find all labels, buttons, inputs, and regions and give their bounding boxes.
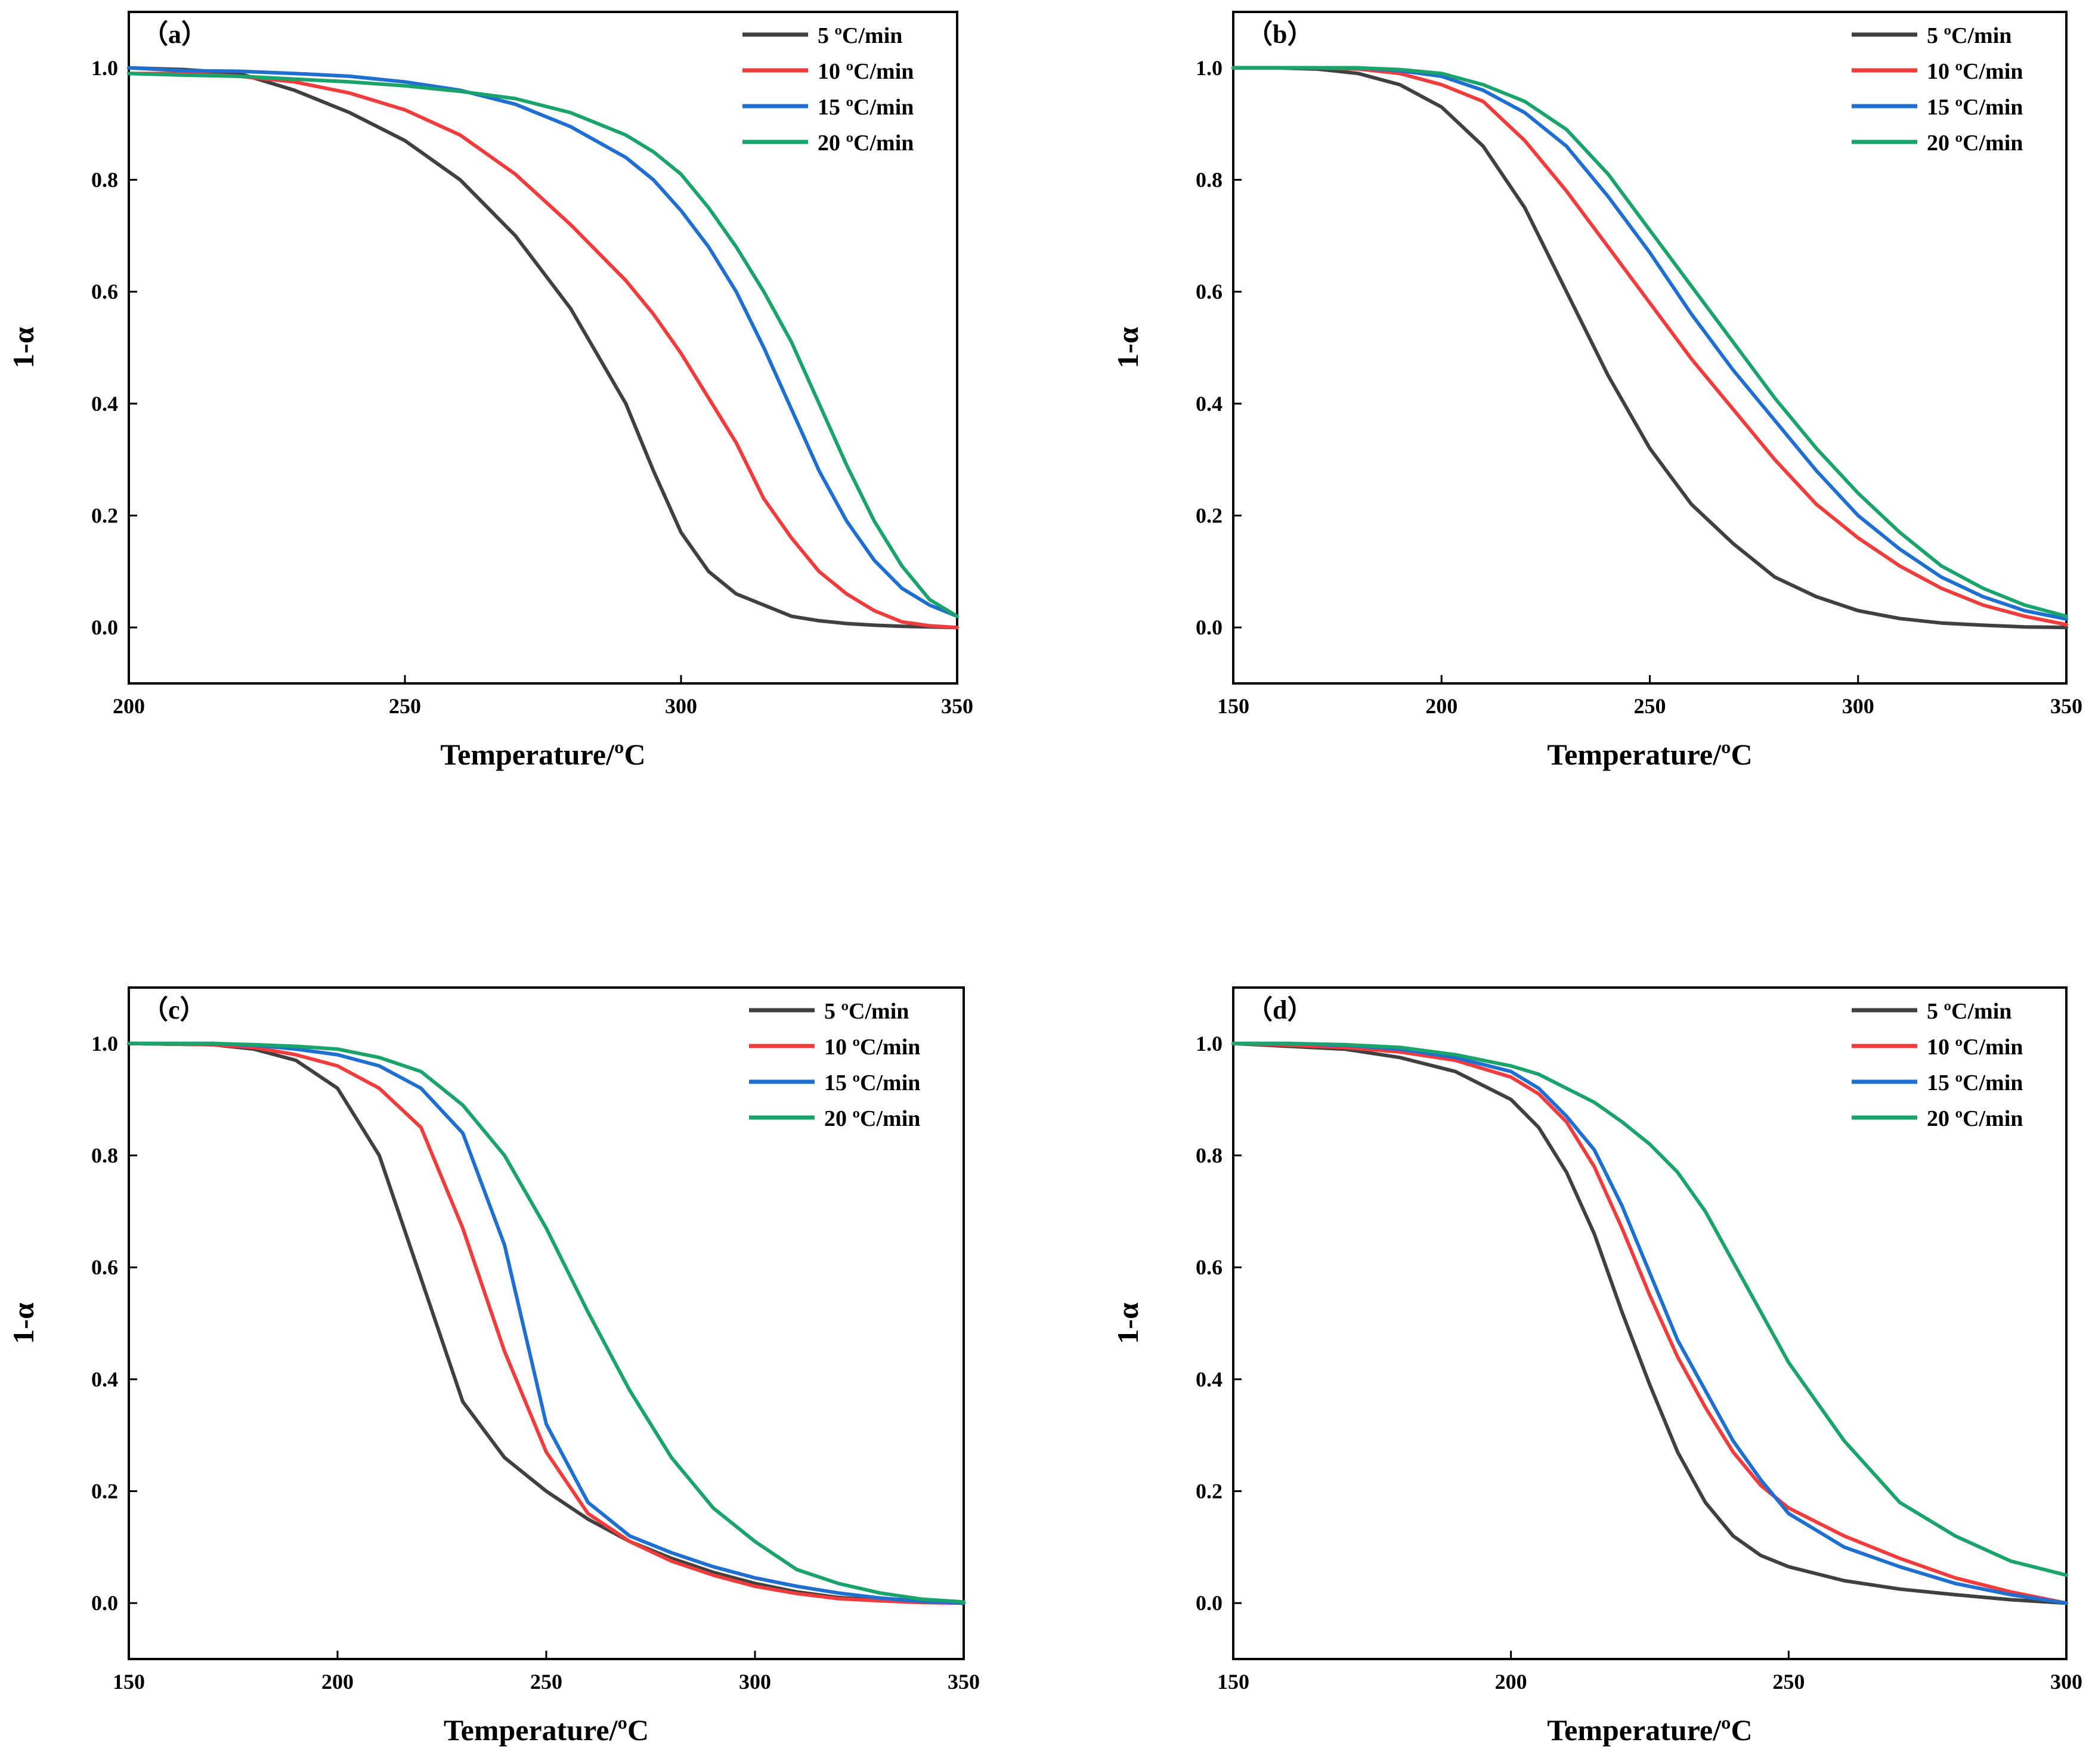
y-tick-label: 1.0 [91, 56, 118, 80]
x-tick-label: 200 [113, 694, 145, 718]
y-tick-label: 0.2 [91, 1480, 118, 1503]
x-axis-label: Temperature/ºC [444, 1713, 649, 1747]
x-tick-label: 250 [1772, 1670, 1805, 1694]
x-tick-label: 250 [389, 694, 421, 718]
chart-panel-d: 150 200 250 300 0.0 0.2 0.4 0.6 0.8 1.0 Temperatur… [1111, 986, 2082, 1747]
legend-entry: 20 ºC/min [818, 131, 914, 156]
x-tick-label: 150 [113, 1670, 145, 1694]
plot-frame [128, 11, 958, 685]
y-tick-label: 0.2 [1196, 1480, 1223, 1503]
x-axis-label: Temperature/ºC [1547, 738, 1752, 771]
panel-label: （a） [142, 20, 208, 49]
y-tick-label: 0.4 [1196, 1367, 1223, 1391]
series-line-2 [127, 1041, 965, 1605]
y-tick-label: 0.0 [91, 615, 118, 639]
series-line-3 [1231, 66, 2068, 618]
y-tick-label: 0.4 [1196, 392, 1223, 416]
y-tick-label: 1.0 [91, 1032, 118, 1056]
y-tick-label: 1.0 [1196, 56, 1223, 80]
x-tick-label: 150 [1217, 1670, 1249, 1694]
panel-label: （c） [142, 995, 206, 1025]
y-tick-label: 0.4 [91, 1367, 118, 1391]
y-tick-label: 0.0 [1196, 615, 1223, 639]
legend-entry: 15 ºC/min [824, 1070, 920, 1095]
x-tick-label: 250 [1634, 694, 1666, 718]
legend-entry: 10 ºC/min [818, 59, 914, 84]
x-axis-label: Temperature/ºC [1547, 1713, 1752, 1747]
y-tick-label: 0.8 [91, 1144, 118, 1168]
y-tick-label: 0.6 [1196, 280, 1223, 304]
series-line-0 [1231, 66, 2068, 630]
x-tick-label: 200 [1425, 694, 1457, 718]
y-tick-label: 0.6 [1196, 1255, 1223, 1279]
legend-entry: 15 ºC/min [818, 95, 914, 120]
x-tick-label: 250 [530, 1670, 562, 1694]
chart-panel-b: 150 200 250 300 350 0.0 0.2 0.4 0.6 0.8 1.0 Tempera… [1111, 11, 2082, 771]
legend-entry: 10 ºC/min [1927, 59, 2023, 84]
x-axis-label: Temperature/ºC [440, 738, 645, 771]
series-line-0 [1231, 1041, 2068, 1605]
panel-label: （b） [1246, 20, 1313, 49]
y-tick-label: 0.0 [91, 1591, 118, 1615]
series-line-2 [127, 66, 959, 618]
y-tick-label: 0.8 [91, 168, 118, 192]
legend-entry: 5 ºC/min [818, 23, 902, 48]
plot-frame [1232, 986, 2068, 1660]
legend-entry: 15 ºC/min [1927, 95, 2023, 120]
legend-entry: 15 ºC/min [1927, 1070, 2023, 1095]
y-axis-label: 1-α [7, 327, 40, 369]
x-tick-label: 350 [941, 694, 973, 718]
legend-entry: 5 ºC/min [1927, 23, 2011, 48]
legend-entry: 20 ºC/min [1927, 1106, 2023, 1131]
legend-entry: 20 ºC/min [824, 1106, 920, 1131]
x-tick-label: 200 [1495, 1670, 1527, 1694]
x-tick-label: 350 [2050, 694, 2082, 718]
x-tick-label: 300 [1842, 694, 1874, 718]
x-tick-label: 300 [2050, 1670, 2082, 1694]
series-line-2 [1231, 1041, 2068, 1605]
x-tick-label: 200 [321, 1670, 354, 1694]
y-tick-label: 1.0 [1196, 1032, 1223, 1056]
series-line-0 [127, 66, 959, 630]
y-axis-label: 1-α [7, 1302, 40, 1344]
y-tick-label: 0.8 [1196, 168, 1223, 192]
series-line-1 [127, 72, 959, 630]
x-tick-label: 300 [739, 1670, 771, 1694]
y-tick-label: 0.6 [91, 280, 118, 304]
series-line-1 [1231, 1041, 2068, 1605]
panel-label: （d） [1246, 995, 1313, 1025]
legend-entry: 5 ºC/min [1927, 999, 2011, 1024]
y-tick-label: 0.8 [1196, 1144, 1223, 1168]
series-line-1 [127, 1041, 965, 1605]
chart-panel-c: 150 200 250 300 350 0.0 0.2 0.4 0.6 0.8 1.0 Tempera… [7, 986, 980, 1747]
legend-entry: 5 ºC/min [824, 999, 909, 1024]
y-tick-label: 0.2 [1196, 504, 1223, 528]
y-tick-label: 0.2 [91, 504, 118, 528]
y-tick-label: 0.0 [1196, 1591, 1223, 1615]
chart-panel-a: 200 250 300 350 0.0 0.2 0.4 0.6 0.8 1.0 Temperatur… [7, 11, 973, 771]
y-tick-label: 0.6 [91, 1255, 118, 1279]
legend-entry: 10 ºC/min [1927, 1035, 2023, 1060]
y-tick-label: 0.4 [91, 392, 118, 416]
legend-entry: 20 ºC/min [1927, 131, 2023, 156]
series-line-3 [127, 72, 959, 618]
x-tick-label: 350 [948, 1670, 980, 1694]
series-line-3 [127, 1041, 965, 1604]
x-tick-label: 150 [1217, 694, 1249, 718]
y-axis-label: 1-α [1111, 1302, 1144, 1344]
y-axis-label: 1-α [1111, 327, 1144, 369]
legend-entry: 10 ºC/min [824, 1035, 920, 1060]
x-tick-label: 300 [665, 694, 697, 718]
series-line-3 [1231, 1041, 2068, 1577]
